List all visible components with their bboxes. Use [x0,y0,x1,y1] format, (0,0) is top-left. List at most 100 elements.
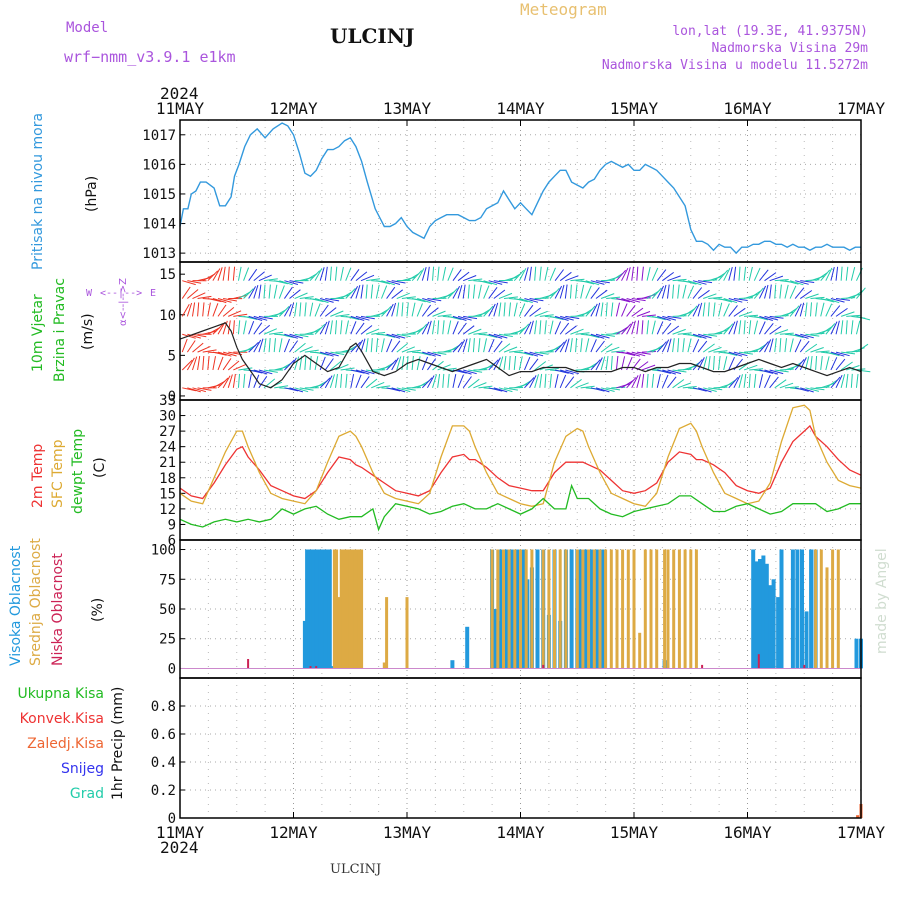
wind-arrow [534,266,537,281]
wind-arrow [718,326,731,335]
wind-arrow [820,302,825,317]
wind-arrow [376,366,391,371]
wind-arrow [340,348,355,353]
wind-arrow [615,355,619,371]
wind-arrow [845,266,849,281]
wind-arrow [258,376,268,389]
wind-arrow [304,302,307,317]
wind-arrow [243,320,247,335]
wind-arrow [442,320,445,335]
wind-arrow [462,325,475,335]
wind-arrow [661,322,672,335]
wind-arrow [590,333,605,339]
wind-arrow [585,285,592,299]
cloud-bar-2 [513,549,517,669]
wind-arrow [518,303,526,317]
wind-arrow [825,356,830,371]
wind-arrow [631,351,646,357]
wind-arrow [565,325,577,335]
wind-arrow [856,343,869,353]
wind-arrow [672,278,687,282]
wind-arrow [427,307,439,317]
wind-arrow [248,321,255,335]
legend-freezing-rain: Zaledj.Kisa [27,736,104,752]
wind-arrow [467,378,480,389]
cloud-bar-1 [779,549,784,669]
cloud-bar-2 [335,549,339,669]
wind-arrow [779,284,782,299]
wind-arrow [217,321,226,335]
wind-arrow [238,367,253,371]
wind-arrow [667,275,681,282]
wind-arrow [329,320,333,335]
wind-arrow [626,298,641,303]
wind-arrow [426,266,430,281]
wind-arrow [728,351,743,357]
cloud-bar-2 [672,549,676,669]
wind-arrow [789,305,800,317]
wind-arrow [529,375,537,389]
wind-arrow [273,284,278,299]
wind-arrow [416,303,423,317]
wind-arrow [355,315,370,321]
wind-arrow [314,303,321,317]
wind-arrow [437,373,441,388]
wind-arrow [708,387,723,391]
wind-arrow [549,373,552,388]
wind-arrow [334,320,337,335]
wind-arrow [774,329,789,335]
wind-arrow [248,341,259,353]
wind-arrow [794,358,805,371]
wind-arrow [483,305,494,317]
wind-arrow [692,387,707,392]
wind-arrow [764,374,771,389]
wind-arrow [682,284,687,299]
wind-arrow [529,320,534,335]
wind-arrow [197,356,201,371]
wind-arrow [483,285,490,299]
cloud-bar-2 [351,549,354,669]
wind-arrow [738,311,753,317]
wind-arrow [263,278,278,282]
wind-arrow [493,340,503,353]
wind-arrow [636,361,649,371]
wind-arrow [544,367,559,371]
wind-arrow [544,290,558,299]
wind-arrow [636,311,651,317]
wind-arrow [774,338,777,353]
wind-arrow [524,351,539,357]
wind-arrow [442,348,457,353]
wind-arrow [396,387,411,393]
wind-arrow [217,356,224,371]
wind-arrow [723,356,728,371]
wind-arrow [452,321,459,335]
wind-arrow [493,280,508,284]
wind-arrow [738,374,743,388]
wind-arrow [626,267,631,281]
wind-arrow [217,351,232,357]
wind-arrow [575,284,578,299]
bottom-day-label: 12MAY [269,823,318,842]
wind-arrow [181,286,191,299]
wind-arrow [697,340,708,353]
wind-arrow [656,321,664,335]
wind-arrow [391,333,406,339]
wind-arrow [636,320,640,335]
wind-arrow [340,367,355,371]
wind-arrow [421,377,433,389]
cloud-bar-2 [507,549,511,669]
wind-arrow [269,331,283,335]
wind-arrow [728,321,736,335]
wind-arrow [518,268,527,281]
wind-arrow [570,278,585,282]
wind-arrow [626,304,636,317]
wind-arrow [181,359,193,371]
wind-arrow [825,298,840,304]
wind-arrow [406,302,409,317]
cloud-bar-2 [581,549,585,669]
wind-arrow [340,373,343,388]
wind-arrow [488,287,498,299]
wind-arrow [835,266,839,281]
wind-arrow [391,280,406,284]
wind-arrow [805,293,819,300]
